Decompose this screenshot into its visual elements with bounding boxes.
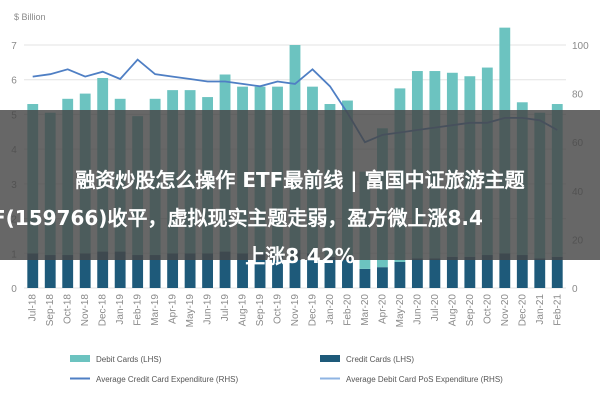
credit-card-bar [132,255,144,288]
x-tick-label: Oct-18 [63,294,74,324]
credit-card-bar [411,258,423,288]
legend-swatch [70,355,90,362]
legend-label: Debit Cards (LHS) [96,355,162,364]
x-tick-label: Feb-20 [342,294,353,326]
x-tick-label: Jan-19 [115,294,126,325]
x-tick-label: Dec-20 [517,294,528,327]
credit-card-bar [307,253,318,288]
credit-card-bar [27,253,39,288]
x-tick-label: Jun-20 [412,294,423,325]
x-tick-label: Feb-21 [552,294,563,326]
x-tick-label: Feb-19 [133,294,144,326]
x-tick-label: Aug-20 [447,294,458,327]
left-tick-label: 7 [11,41,17,52]
x-tick-label: Mar-20 [360,294,371,326]
x-tick-label: Sep-19 [255,294,266,327]
credit-card-bar [44,255,56,288]
credit-card-bar [394,261,406,288]
credit-card-bar [114,251,126,288]
right-tick-label: 80 [572,90,584,101]
credit-card-bar [551,256,563,288]
x-tick-label: Dec-19 [307,294,318,327]
x-tick-label: Oct-19 [273,294,284,324]
headline-line-2: F(159766)收平，虚拟现实主题走弱，盈方微上涨8.4 [0,206,483,230]
legend-label: Average Debit Card PoS Expenditure (RHS) [346,375,503,384]
x-tick-label: Jan-21 [535,294,546,325]
credit-card-bar [219,251,231,288]
legend-label: Average Credit Card Expenditure (RHS) [96,375,238,384]
headline-line-3: 上涨8.42% [245,244,355,268]
x-tick-label: Jul-18 [28,294,39,322]
x-tick-label: Apr-19 [168,294,179,324]
credit-card-bar [324,256,336,288]
x-tick-label: Oct-20 [482,294,493,324]
x-tick-label: May-20 [395,294,406,328]
credit-card-bar [97,251,109,288]
headline-overlay: 融资炒股怎么操作 ETF最前线 | 富国中证旅游主题 F(159766)收平，虚… [0,110,600,268]
left-tick-label: 0 [11,284,17,295]
x-tick-label: Sep-20 [465,294,476,327]
x-tick-label: Mar-19 [150,294,161,326]
right-tick-label: 0 [572,284,578,295]
credit-card-bar [534,258,546,288]
x-tick-label: Nov-20 [500,294,511,327]
credit-card-bar [481,255,493,288]
credit-card-bar [446,256,458,288]
x-tick-label: Jul-19 [220,294,231,322]
credit-card-bar [237,253,248,288]
credit-card-bar [429,258,441,288]
x-tick-label: Aug-19 [238,294,249,327]
credit-card-bar [359,268,371,288]
x-tick-label: Sep-18 [45,294,56,327]
credit-card-bar [167,253,179,288]
left-axis-unit-label: $ Billion [14,12,46,22]
legend-label: Credit Cards (LHS) [346,355,414,364]
x-tick-label: May-19 [185,294,196,328]
x-tick-label: Apr-20 [377,294,388,324]
credit-card-bar [254,253,266,288]
headline-line-1: 融资炒股怎么操作 ETF最前线 | 富国中证旅游主题 [75,168,525,192]
credit-card-bar [62,255,74,288]
x-tick-label: Nov-18 [80,294,91,327]
x-axis-ticks: Jul-18 Sep-18 Oct-18 Nov-18 Dec-18 Jan-19 Feb-… [28,294,564,328]
credit-card-bar [184,253,196,288]
credit-card-bar [289,249,301,288]
credit-card-bar [464,256,476,288]
credit-card-bar [499,253,511,288]
right-tick-label: 100 [572,41,589,52]
credit-card-bar [516,255,528,288]
credit-card-bar [202,253,214,288]
credit-card-bar [342,256,353,288]
credit-card-bar [79,253,91,288]
x-tick-label: Nov-19 [290,294,301,327]
x-tick-label: Jun-19 [203,294,214,325]
credit-card-bar [149,255,161,288]
credit-card-bar [272,253,283,288]
credit-card-bar [376,267,388,288]
x-tick-label: Jul-20 [430,294,441,322]
legend: Debit Cards (LHS) Credit Cards (LHS) Avera… [70,355,503,384]
left-tick-label: 6 [11,76,17,87]
legend-swatch [320,355,340,362]
x-tick-label: Jan-20 [325,294,336,325]
x-tick-label: Dec-18 [98,294,109,327]
